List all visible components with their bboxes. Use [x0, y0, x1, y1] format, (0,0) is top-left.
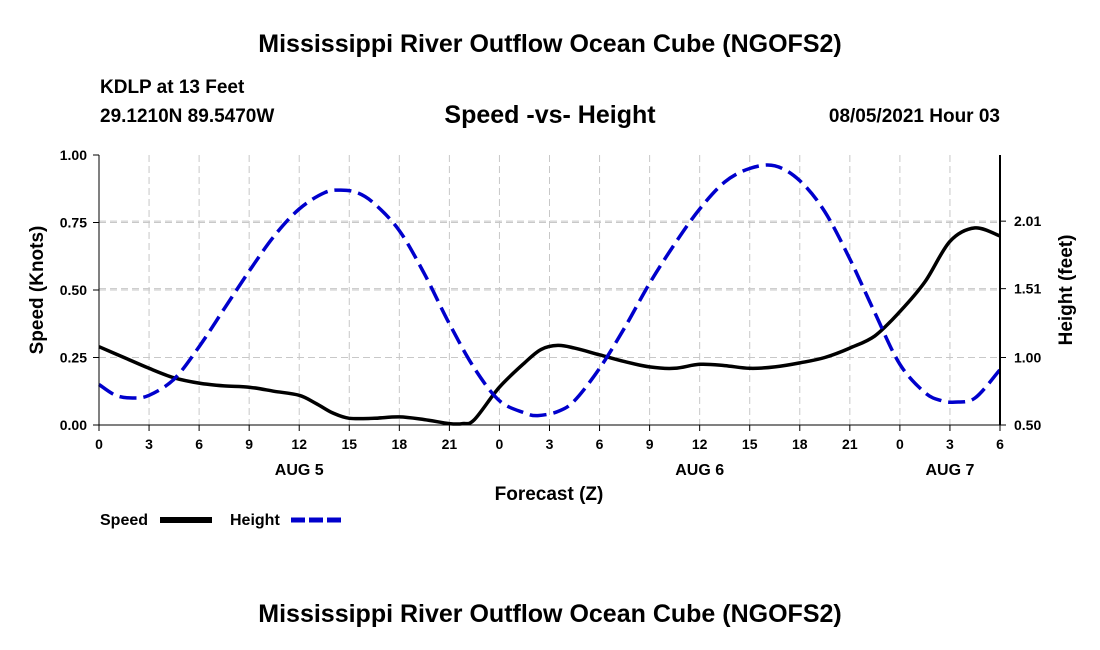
x-tick-label: 12: [291, 436, 307, 452]
station-label: KDLP at 13 Feet: [100, 77, 245, 98]
forecast-timestamp: 08/05/2021 Hour 03: [828, 106, 1000, 127]
grid-lines: [99, 155, 1000, 425]
chart-subtitle: Speed -vs- Height: [444, 101, 656, 129]
y2-tick-label: 0.50: [1014, 417, 1041, 433]
y-tick-label: 0.75: [60, 215, 87, 231]
x-tick-label: 18: [792, 436, 808, 452]
day-label: AUG 5: [275, 462, 324, 479]
x-tick-label: 21: [842, 436, 858, 452]
station-coordinates: 29.1210N 89.5470W: [100, 106, 275, 127]
x-tick-label: 18: [392, 436, 408, 452]
day-label: AUG 6: [675, 462, 724, 479]
legend-label-height: Height: [230, 512, 280, 529]
x-tick-label: 9: [245, 436, 253, 452]
x-tick-label: 6: [996, 436, 1004, 452]
day-label: AUG 7: [925, 462, 974, 479]
y-tick-label: 1.00: [60, 147, 87, 163]
chart-footer-title: Mississippi River Outflow Ocean Cube (NG…: [258, 600, 842, 628]
y2-axis-title: Height (feet): [1056, 235, 1077, 346]
x-tick-label: 3: [145, 436, 153, 452]
y2-tick-label: 1.00: [1014, 350, 1041, 366]
x-tick-label: 0: [896, 436, 904, 452]
x-tick-label: 6: [596, 436, 604, 452]
x-tick-label: 6: [195, 436, 203, 452]
x-tick-label: 0: [496, 436, 504, 452]
data-series: [98, 163, 1002, 426]
chart-main-title: Mississippi River Outflow Ocean Cube (NG…: [258, 30, 842, 58]
x-tick-label: 3: [546, 436, 554, 452]
x-tick-label: 0: [95, 436, 103, 452]
y-axis-title: Speed (Knots): [27, 226, 48, 355]
y-tick-label: 0.25: [60, 350, 87, 366]
tick-marks: [93, 154, 1006, 431]
series-line-height: [98, 163, 1002, 418]
x-tick-label: 15: [341, 436, 357, 452]
x-tick-label: 21: [442, 436, 458, 452]
x-tick-label: 15: [742, 436, 758, 452]
legend-label-speed: Speed: [100, 512, 148, 529]
x-axis-title: Forecast (Z): [495, 484, 604, 505]
x-tick-label: 3: [946, 436, 954, 452]
y-tick-label: 0.00: [60, 417, 87, 433]
x-tick-label: 12: [692, 436, 708, 452]
tick-labels: 0 3 6 9 12 15 18 21 0 3 6 9 12 15 18 21 0 3 6 AUG 5 AUG 6 AUG…: [60, 147, 1042, 479]
x-tick-label: 9: [646, 436, 654, 452]
legend: Speed Height: [100, 512, 343, 529]
y2-tick-label: 1.51: [1014, 281, 1041, 297]
y-tick-label: 0.50: [60, 282, 87, 298]
y2-tick-label: 2.01: [1014, 213, 1041, 229]
series-line-speed: [98, 226, 1001, 426]
